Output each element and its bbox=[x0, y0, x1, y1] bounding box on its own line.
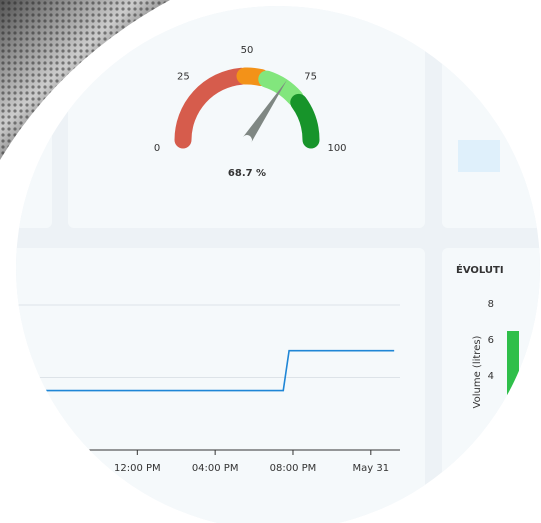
gauge-tick-label: 75 bbox=[304, 71, 317, 82]
x-tick-label: May 31 bbox=[353, 463, 390, 474]
gauge-tick-label: 0 bbox=[154, 143, 160, 154]
y-tick-label: 8 bbox=[488, 299, 494, 310]
y-tick-label: 6 bbox=[488, 335, 494, 346]
y-tick-label: 4 bbox=[488, 371, 494, 382]
gauge-needle bbox=[242, 80, 287, 143]
gauge-card bbox=[68, 6, 425, 228]
texture bbox=[0, 0, 170, 160]
gauge-value: 68.7 % bbox=[228, 168, 266, 179]
line bbox=[40, 349, 395, 392]
panel-title: ÉVOLUTI bbox=[456, 263, 504, 276]
gauge-band bbox=[290, 93, 320, 149]
line-card bbox=[16, 248, 425, 523]
gauge-tick-label: 25 bbox=[177, 71, 190, 82]
x-tick-label: 04:00 PM bbox=[192, 463, 239, 474]
y-axis-label: Volume (litres) bbox=[472, 335, 483, 408]
gauge-band bbox=[174, 67, 250, 149]
gauge-tick-label: 100 bbox=[327, 143, 346, 154]
x-tick-label: 08:00 PM bbox=[270, 463, 317, 474]
gauge-tick-label: 50 bbox=[241, 45, 254, 56]
bar-card bbox=[442, 248, 540, 523]
tile bbox=[458, 140, 500, 172]
x-tick-label: 12:00 PM bbox=[114, 463, 161, 474]
